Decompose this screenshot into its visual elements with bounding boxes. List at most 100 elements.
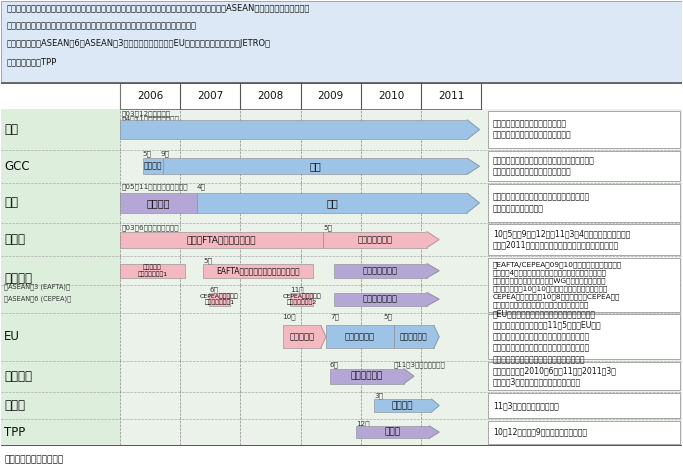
Text: 交渉: 交渉 bbox=[326, 198, 338, 208]
Polygon shape bbox=[467, 158, 479, 174]
Bar bbox=[488, 257, 680, 311]
Text: 重要な資源・エネルギー供給国であるとともに、
製品・サービスの市場としても重要。: 重要な資源・エネルギー供給国であるとともに、 製品・サービスの市場としても重要。 bbox=[493, 156, 595, 176]
Polygon shape bbox=[429, 426, 439, 438]
Polygon shape bbox=[467, 120, 479, 139]
Polygon shape bbox=[404, 369, 414, 383]
Bar bbox=[1, 183, 120, 223]
Text: 5月: 5月 bbox=[143, 151, 152, 157]
Text: 5月: 5月 bbox=[203, 257, 212, 264]
Text: 産官学共同研究: 産官学共同研究 bbox=[358, 235, 393, 244]
Bar bbox=[394, 325, 434, 348]
Bar bbox=[163, 158, 467, 174]
Text: 11年3月、共同研究を開始。: 11年3月、共同研究を開始。 bbox=[493, 401, 559, 410]
Bar bbox=[1, 285, 120, 313]
Bar bbox=[1, 392, 682, 419]
Text: 10年12月、関係9か国との協議を開始。: 10年12月、関係9か国との協議を開始。 bbox=[493, 428, 587, 437]
Text: （03年12月交渉開始: （03年12月交渉開始 bbox=[122, 110, 171, 117]
Bar bbox=[488, 111, 680, 148]
Text: 資料：経済産業省作成。: 資料：経済産業省作成。 bbox=[4, 456, 64, 465]
Text: 官民共同研究: 官民共同研究 bbox=[350, 372, 382, 381]
Bar bbox=[1, 109, 682, 150]
Bar bbox=[1, 392, 120, 419]
Bar bbox=[488, 151, 680, 182]
Text: エネルギー・鉱物資源の安定確保など更なる経
済関係の強化を目指す。: エネルギー・鉱物資源の安定確保など更なる経 済関係の強化を目指す。 bbox=[493, 193, 590, 213]
Text: 日中韓: 日中韓 bbox=[4, 233, 25, 246]
Text: モンゴル: モンゴル bbox=[4, 370, 32, 383]
Bar bbox=[1, 419, 120, 445]
Polygon shape bbox=[427, 232, 439, 247]
Bar bbox=[324, 232, 427, 247]
Text: 2006: 2006 bbox=[137, 91, 163, 101]
Text: 10月: 10月 bbox=[283, 314, 296, 320]
Text: EU: EU bbox=[4, 330, 20, 343]
Text: 3月: 3月 bbox=[374, 393, 383, 399]
Text: 民間研究会: 民間研究会 bbox=[289, 332, 314, 341]
Text: 共同専門家
研究会フェーズ1: 共同専門家 研究会フェーズ1 bbox=[137, 264, 167, 277]
Text: CEPEA民間専門家
研究会フェーズ2: CEPEA民間専門家 研究会フェーズ2 bbox=[282, 293, 321, 305]
Bar bbox=[1, 256, 120, 285]
Text: 日EU間の経済関係強化のためハイレベルグルー
プで共同検討作業を実施。11年5月の日EU定期
首脳協議で交渉のためのプロセス開始に合意。
交渉の範囲と野心のレベ: 日EU間の経済関係強化のためハイレベルグルー プで共同検討作業を実施。11年5月… bbox=[493, 310, 602, 364]
Text: 共同研究: 共同研究 bbox=[147, 198, 170, 208]
Text: 韓国: 韓国 bbox=[4, 123, 18, 136]
Text: 日中韓FTA民間共同研究会: 日中韓FTA民間共同研究会 bbox=[187, 235, 257, 244]
Bar bbox=[203, 264, 313, 278]
Text: 発効・署名済み：シンガポール、メキシコ、マレーシア、チリ、タイ、インドネシア、ブルネイ、ASEAN、フィリピン、スイス、: 発効・署名済み：シンガポール、メキシコ、マレーシア、チリ、タイ、インドネシア、ブ… bbox=[6, 3, 309, 12]
Bar bbox=[488, 421, 680, 444]
Bar bbox=[374, 399, 431, 412]
Text: CEPEA民間専門家
研究会フェーズ1: CEPEA民間専門家 研究会フェーズ1 bbox=[200, 293, 238, 305]
Text: 2011: 2011 bbox=[438, 91, 464, 101]
Bar bbox=[283, 325, 321, 348]
Text: 【ASEAN＋6 (CEPEA)】: 【ASEAN＋6 (CEPEA)】 bbox=[4, 296, 71, 302]
Text: 2007: 2007 bbox=[197, 91, 223, 101]
Bar bbox=[356, 426, 429, 438]
Text: 豪州: 豪州 bbox=[4, 196, 18, 210]
Text: スコーピング: スコーピング bbox=[400, 332, 428, 341]
Bar bbox=[120, 193, 197, 213]
Text: 2009: 2009 bbox=[318, 91, 344, 101]
Bar bbox=[290, 292, 313, 306]
Bar bbox=[488, 393, 680, 418]
Polygon shape bbox=[427, 292, 439, 306]
Bar bbox=[1, 256, 682, 285]
Text: 4月: 4月 bbox=[197, 184, 206, 190]
Bar bbox=[488, 362, 680, 391]
Text: 官民共同研究を2010年6月、11月、2011年3月
に実施。3月末に報告書をとりまとめた。: 官民共同研究を2010年6月、11月、2011年3月 に実施。3月末に報告書をと… bbox=[493, 366, 617, 386]
Text: （03年6月民間研究開始）: （03年6月民間研究開始） bbox=[122, 224, 179, 231]
Bar bbox=[1, 285, 682, 313]
Bar bbox=[1, 150, 120, 183]
Text: 協　議: 協 議 bbox=[385, 428, 401, 437]
Text: 研究・議論中：ASEAN＋6、ASEAN＋3、日中韓、モンゴル、EU、カナダ、コロンビア（JETRO）: 研究・議論中：ASEAN＋6、ASEAN＋3、日中韓、モンゴル、EU、カナダ、コ… bbox=[6, 39, 270, 48]
Bar bbox=[1, 313, 682, 361]
Text: ベトナム、インド（署名済・未発効）、ペルー（署名済・未発効）: ベトナム、インド（署名済・未発効）、ペルー（署名済・未発効） bbox=[6, 21, 196, 30]
Text: EAFTA共同専門家研究会フェーズ２: EAFTA共同専門家研究会フェーズ２ bbox=[216, 266, 300, 275]
Text: カナダ: カナダ bbox=[4, 399, 25, 412]
Text: 6月: 6月 bbox=[209, 286, 218, 293]
Text: 9月: 9月 bbox=[161, 151, 169, 157]
Polygon shape bbox=[434, 325, 439, 348]
Bar bbox=[1, 223, 120, 256]
Text: 現在交渉は中断。交渉再開に向け、
実務者レベルの協議を開催している。: 現在交渉は中断。交渉再開に向け、 実務者レベルの協議を開催している。 bbox=[493, 119, 572, 140]
Bar bbox=[1, 183, 682, 223]
Bar bbox=[1, 419, 682, 445]
Text: 東アジア: 東アジア bbox=[4, 273, 32, 285]
Bar bbox=[488, 184, 680, 222]
Bar bbox=[1, 0, 682, 83]
Text: 【EAFTA/CEPEA】09年10月の経済大臣・首脳合意
を受け、4分野（原産地規則、関税品目不表、関別分類、
税関手続、経済協力）についてWGを設置し、政府: 【EAFTA/CEPEA】09年10月の経済大臣・首脳合意 を受け、4分野（原産… bbox=[493, 261, 622, 308]
Text: 2008: 2008 bbox=[257, 91, 283, 101]
Polygon shape bbox=[467, 193, 479, 213]
Bar bbox=[488, 314, 680, 359]
Text: GCC: GCC bbox=[4, 160, 30, 173]
Text: 04年11月以降交渉中断）: 04年11月以降交渉中断） bbox=[122, 116, 179, 122]
Text: 政府間での議論: 政府間での議論 bbox=[363, 266, 398, 275]
Bar bbox=[1, 361, 682, 392]
Text: 5月: 5月 bbox=[383, 314, 392, 320]
Text: 政府間での議論: 政府間での議論 bbox=[363, 295, 398, 304]
Bar bbox=[334, 292, 427, 306]
Text: 5月: 5月 bbox=[324, 224, 333, 231]
Bar bbox=[1, 313, 120, 361]
Bar bbox=[334, 264, 427, 278]
Bar bbox=[143, 158, 163, 174]
Bar bbox=[120, 120, 467, 139]
Bar bbox=[1, 109, 120, 150]
Text: （11年3月に研究完了）: （11年3月に研究完了） bbox=[394, 362, 446, 368]
